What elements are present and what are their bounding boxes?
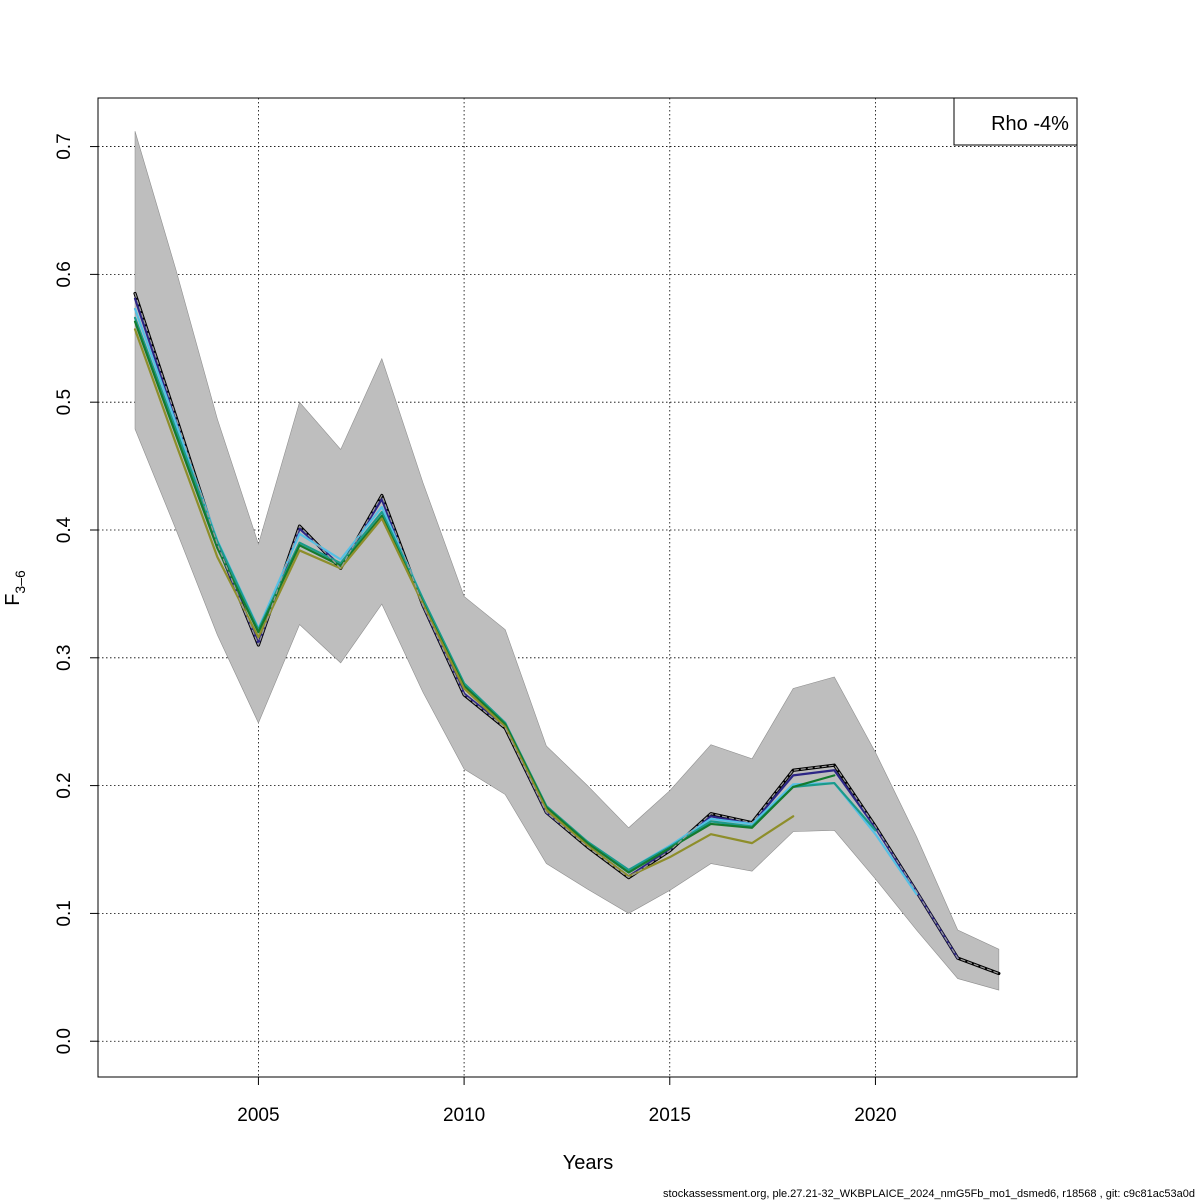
y-axis-title: F3–6 <box>2 570 28 606</box>
legend: Rho -4% <box>953 97 1078 146</box>
y-tick-label-0.2: 0.2 <box>54 772 75 798</box>
x-tick-label-2020: 2020 <box>854 1105 896 1126</box>
y-axis-title-subscript: 3–6 <box>12 570 28 594</box>
y-tick-label-0.4: 0.4 <box>54 516 75 543</box>
y-axis-title-main: F <box>2 594 24 606</box>
confidence-band-area <box>134 131 1000 991</box>
confidence-band <box>134 131 1000 991</box>
x-tick-label-2010: 2010 <box>443 1105 485 1126</box>
y-tick-label-0.1: 0.1 <box>54 900 75 926</box>
y-tick-label-0.6: 0.6 <box>54 261 75 287</box>
y-tick-label-0.5: 0.5 <box>54 389 75 415</box>
series-lines <box>133 291 1001 976</box>
y-tick-label-0.0: 0.0 <box>54 1028 75 1054</box>
x-axis-title: Years <box>563 1152 613 1174</box>
footer-source: stockassessment.org, ple.27.21-32_WKBPLA… <box>663 1188 1195 1200</box>
y-tick-label-0.3: 0.3 <box>54 645 75 671</box>
y-axis: 0.0 0.1 0.2 0.3 0.4 0.5 0.6 0.7 <box>54 133 98 1054</box>
x-tick-label-2015: 2015 <box>649 1105 691 1126</box>
legend-rho-label: Rho -4% <box>991 113 1069 135</box>
y-tick-label-0.7: 0.7 <box>54 133 75 159</box>
plot-frame <box>97 97 1078 1078</box>
legend-box <box>953 97 1078 146</box>
series-line-7 <box>134 292 1000 975</box>
x-tick-label-2005: 2005 <box>237 1105 279 1126</box>
x-axis: 2005 2010 2015 2020 <box>237 1077 897 1126</box>
series-line-5 <box>133 320 836 874</box>
